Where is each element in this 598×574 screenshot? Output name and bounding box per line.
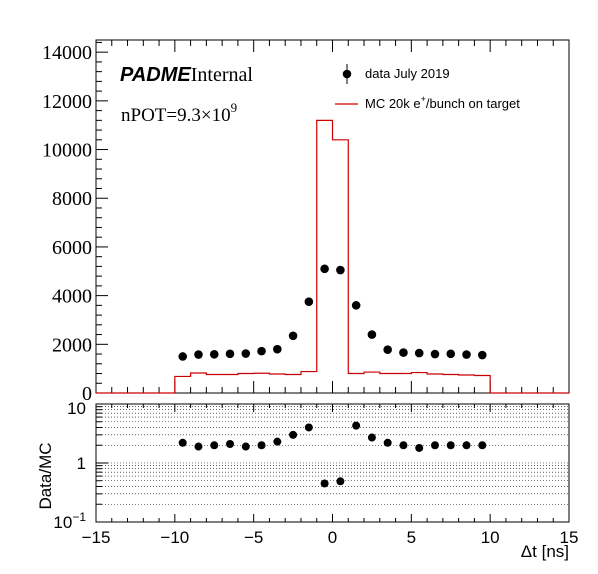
ratio-grid — [96, 406, 569, 523]
ratio-point — [336, 477, 345, 486]
legend: data July 2019 MC 20k e+/bunch on target — [335, 64, 520, 111]
ratio-point — [446, 441, 455, 450]
main-y-tick-label: 4000 — [52, 286, 92, 308]
data-point — [477, 350, 487, 360]
x-tick-label: 0 — [328, 528, 337, 547]
ratio-x-axis: −15 −10 −5 0 5 10 15 — [82, 404, 579, 547]
legend-mc-sup: + — [421, 94, 426, 104]
data-point — [273, 344, 282, 354]
data-point — [351, 301, 361, 310]
brand-label: PADMEInternal — [120, 64, 253, 86]
ratio-y-tick-label-low: 10−1 — [53, 510, 86, 532]
data-point — [367, 330, 377, 339]
x-tick-label: 15 — [560, 528, 579, 547]
main-y-tick-label: 14000 — [42, 42, 92, 64]
main-y-tick-label: 8000 — [52, 188, 92, 210]
data-point — [399, 348, 408, 357]
data-point — [209, 349, 219, 359]
x-axis-title: Δt [ns] — [521, 542, 569, 561]
npot-exponent: 9 — [231, 100, 238, 115]
data-point — [430, 349, 440, 359]
data-point — [462, 350, 471, 359]
npot-prefix: nPOT=9.3×10 — [121, 105, 231, 126]
ratio-point — [194, 442, 203, 451]
ratio-y-tick-label-mid: 1 — [77, 454, 86, 473]
data-point — [288, 331, 298, 341]
main-y-axis: 0 2000 4000 6000 8000 10000 12000 14000 — [42, 41, 108, 405]
legend-data-label: data July 2019 — [365, 66, 450, 81]
ratio-point — [226, 439, 235, 448]
data-point — [304, 297, 314, 307]
legend-mc-suffix: /bunch on target — [426, 96, 520, 111]
ratio-point — [210, 441, 219, 450]
x-tick-label: −5 — [244, 528, 263, 547]
ratio-point — [430, 441, 439, 450]
ratio-point — [383, 438, 392, 447]
main-y-tick-label: 10000 — [42, 140, 92, 162]
brand-normal-text: Internal — [191, 64, 254, 86]
data-points — [178, 264, 487, 361]
ratio-y-axis — [96, 403, 108, 523]
x-tick-label: 10 — [481, 528, 500, 547]
npot-label: nPOT=9.3×109 — [121, 100, 237, 126]
mc-histogram-line — [96, 119, 569, 394]
ratio-point — [352, 421, 361, 430]
x-tick-label: 5 — [407, 528, 416, 547]
data-point — [194, 350, 203, 359]
data-point — [383, 345, 392, 354]
ratio-point — [478, 441, 487, 450]
ratio-y-tick-low-base: 10 — [53, 513, 72, 532]
main-y-tick-label: 12000 — [42, 91, 92, 113]
data-point — [446, 349, 456, 359]
ratio-points — [178, 421, 487, 488]
x-tick-label: −10 — [160, 528, 189, 547]
ratio-y-axis-title: Data/MC — [36, 442, 55, 509]
legend-data-marker — [342, 69, 352, 79]
data-point — [336, 265, 345, 275]
data-point — [257, 346, 266, 356]
ratio-point — [304, 423, 313, 432]
ratio-point — [273, 437, 282, 446]
ratio-point — [462, 441, 471, 450]
ratio-panel: −15 −10 −5 0 5 10 15 10 1 10−1 Data/MC Δt [ns] — [36, 399, 578, 561]
main-y-tick-label: 2000 — [52, 334, 92, 356]
legend-mc-prefix: MC 20k e — [365, 96, 421, 111]
main-y-tick-label: 6000 — [52, 237, 92, 259]
ratio-y-tick-label-high: 10 — [67, 399, 86, 418]
ratio-point — [257, 441, 266, 450]
ratio-point — [415, 443, 424, 452]
ratio-y-tick-low-exp: −1 — [72, 510, 86, 524]
ratio-point — [399, 441, 408, 450]
ratio-point — [367, 433, 376, 442]
data-point — [225, 349, 235, 359]
legend-mc-label: MC 20k e+/bunch on target — [365, 94, 520, 111]
data-point — [414, 348, 424, 358]
data-point — [320, 264, 329, 274]
ratio-point — [320, 479, 329, 488]
ratio-point — [289, 430, 298, 439]
x-tick-label: −15 — [82, 528, 111, 547]
main-histogram-panel: 0 2000 4000 6000 8000 10000 12000 14000 PADMEIn… — [42, 39, 570, 405]
data-point — [241, 349, 251, 358]
ratio-point — [241, 442, 250, 451]
main-y-tick-label: 0 — [82, 383, 92, 405]
main-plot-frame — [95, 39, 570, 394]
ratio-point — [178, 438, 187, 447]
brand-bold-text: PADME — [120, 64, 191, 86]
data-point — [178, 352, 188, 361]
main-x-axis — [95, 40, 570, 393]
